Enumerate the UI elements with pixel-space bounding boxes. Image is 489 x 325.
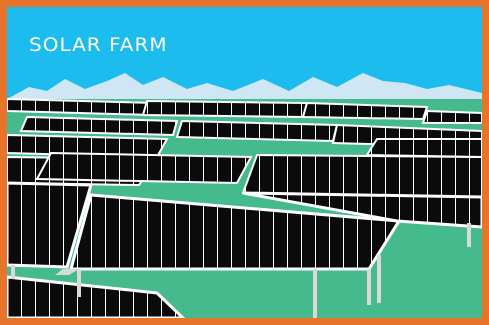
solar-farm-scene bbox=[7, 7, 482, 318]
scene-title: SOLAR FARM bbox=[29, 34, 168, 56]
ground-edge bbox=[55, 269, 79, 275]
panel-rows-near bbox=[7, 181, 482, 318]
panel-support-posts bbox=[11, 223, 471, 318]
mountain-range bbox=[7, 73, 482, 103]
panel-rows-mid bbox=[7, 133, 482, 199]
